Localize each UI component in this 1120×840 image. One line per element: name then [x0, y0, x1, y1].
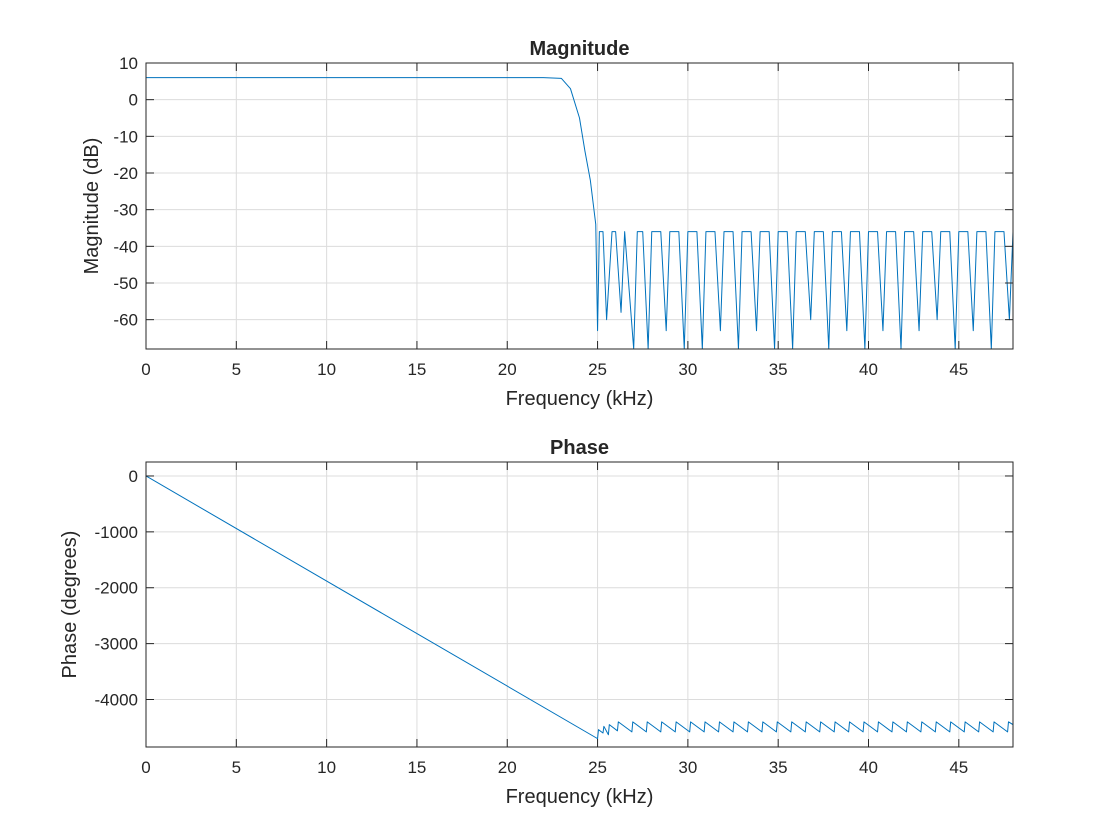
magnitude-x-tick-label: 35: [769, 360, 788, 379]
magnitude-x-tick-label: 40: [859, 360, 878, 379]
magnitude-x-tick-label: 20: [498, 360, 517, 379]
phase-axes-frame: [145, 461, 1014, 748]
phase-x-tick-label: 40: [859, 758, 878, 777]
magnitude-y-tick-label: -50: [113, 274, 138, 293]
magnitude-series-line: [146, 77, 1013, 349]
phase-x-tick-label: 0: [141, 758, 150, 777]
phase-y-tick-label: -1000: [95, 523, 138, 542]
magnitude-x-tick-label: 0: [141, 360, 150, 379]
magnitude-x-tick-label: 30: [678, 360, 697, 379]
phase-y-tick-label: -4000: [95, 691, 138, 710]
phase-x-tick-label: 35: [769, 758, 788, 777]
magnitude-y-tick-label: 0: [129, 91, 138, 110]
magnitude-x-tick-label: 5: [232, 360, 241, 379]
magnitude-y-tick-label: -30: [113, 201, 138, 220]
phase-y-tick-label: -2000: [95, 579, 138, 598]
phase-x-tick-label: 5: [232, 758, 241, 777]
phase-x-tick-label: 20: [498, 758, 517, 777]
magnitude-y-tick-label: -20: [113, 164, 138, 183]
magnitude-axes: 0 5 10 15 20 25 30 35 40 45 10 0 -10 -20 -30 -40 -50 -60 M…: [81, 38, 1014, 410]
magnitude-y-tick-label: -10: [113, 127, 138, 146]
magnitude-x-tick-label: 10: [317, 360, 336, 379]
magnitude-plot-area: [145, 62, 1014, 350]
magnitude-x-tick-label: 25: [588, 360, 607, 379]
phase-x-tick-label: 15: [407, 758, 426, 777]
magnitude-title: Magnitude: [530, 38, 630, 60]
phase-y-tick-label: 0: [129, 467, 138, 486]
phase-plot-area: [145, 461, 1014, 748]
magnitude-y-tick-label: -40: [113, 237, 138, 256]
magnitude-x-tick-label: 15: [407, 360, 426, 379]
magnitude-axes-frame: [145, 62, 1014, 350]
phase-x-tick-label: 25: [588, 758, 607, 777]
phase-title: Phase: [550, 437, 609, 459]
phase-x-tick-label: 30: [678, 758, 697, 777]
phase-x-tick-label: 10: [317, 758, 336, 777]
magnitude-x-tick-label: 45: [949, 360, 968, 379]
phase-y-tick-label: -3000: [95, 635, 138, 654]
phase-x-axis-label: Frequency (kHz): [506, 786, 654, 808]
phase-series-line: [146, 475, 1013, 740]
magnitude-y-tick-label: 10: [119, 54, 138, 73]
magnitude-x-axis-label: Frequency (kHz): [506, 388, 654, 410]
magnitude-y-tick-label: -60: [113, 311, 138, 330]
phase-x-tick-label: 45: [949, 758, 968, 777]
magnitude-y-axis-label: Magnitude (dB): [81, 138, 103, 275]
phase-axes: 0 5 10 15 20 25 30 35 40 45 0 -1000 -2000 -3000 -4000 P…: [59, 437, 1014, 808]
phase-y-axis-label: Phase (degrees): [59, 531, 81, 679]
